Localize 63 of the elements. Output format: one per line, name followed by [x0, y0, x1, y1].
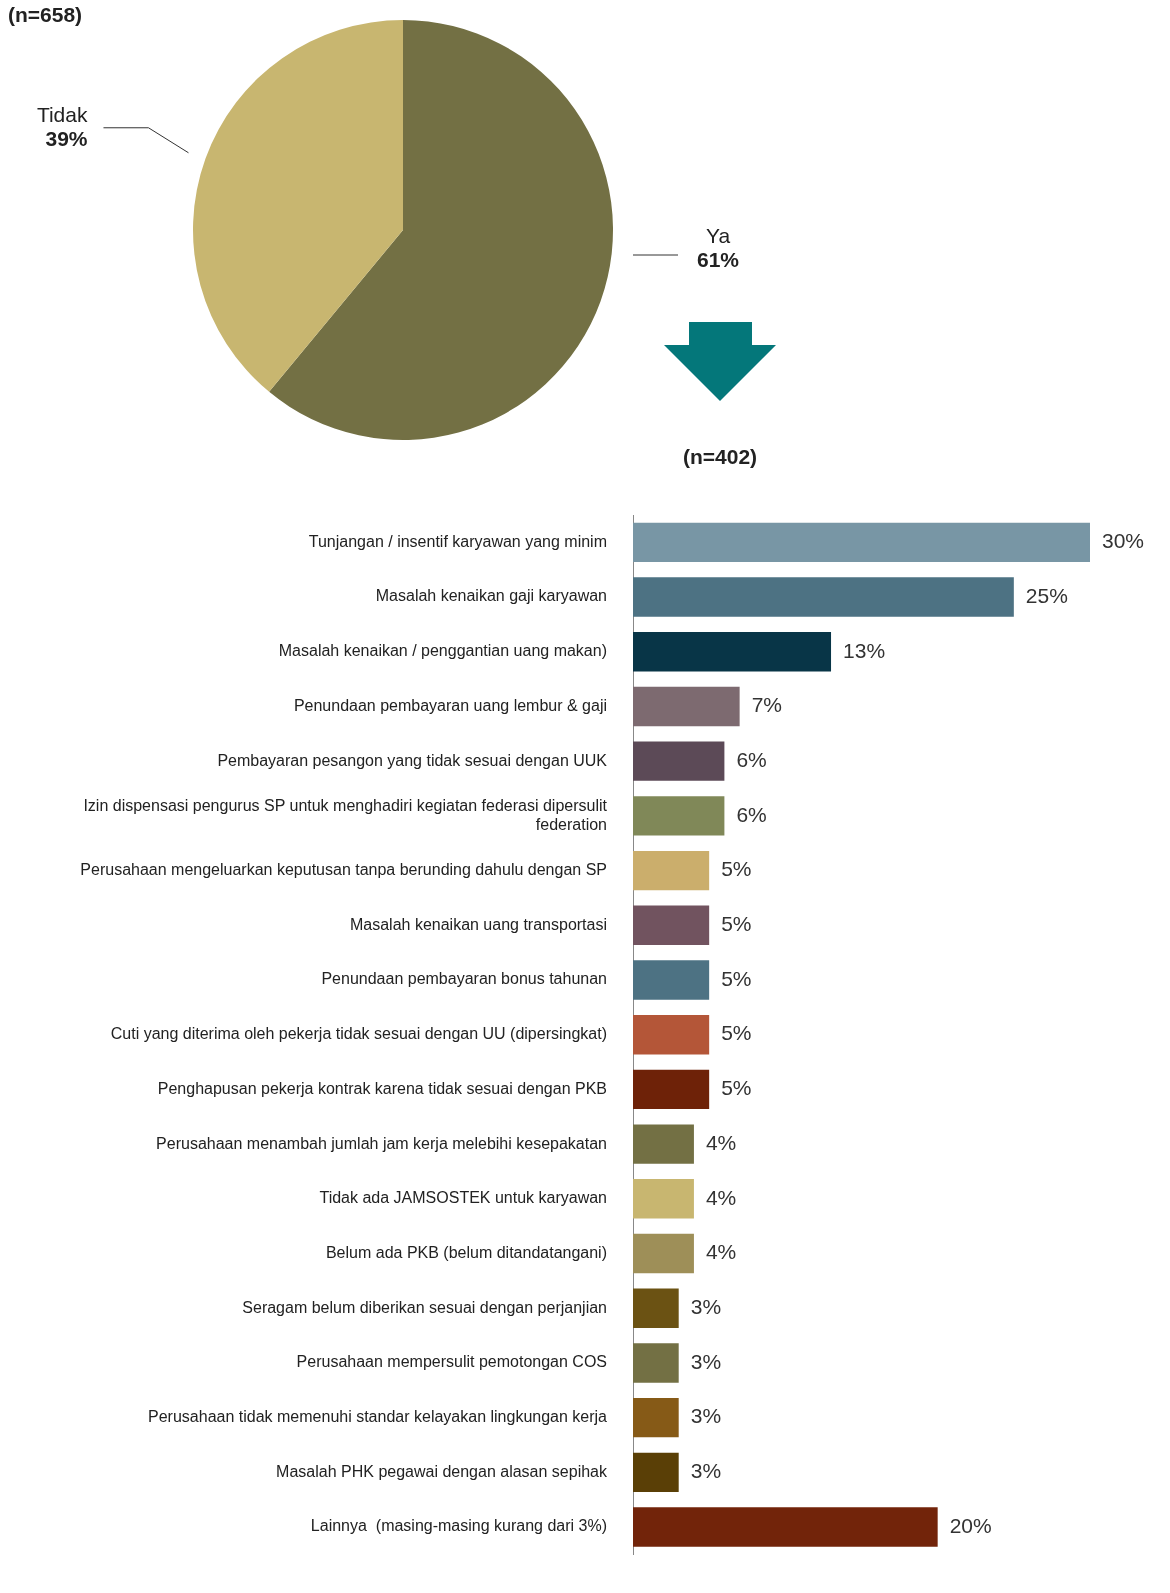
- data-label: 13%: [843, 638, 886, 662]
- bar: [633, 741, 725, 781]
- y-tick-label: Perusahaan mengeluarkan keputusan tanpa berunding dahulu dengan SP: [80, 860, 607, 878]
- slice-label: Ya: [705, 224, 731, 247]
- y-tick-label: Seragam belum diberikan sesuai dengan perjanjian: [242, 1298, 607, 1316]
- bar: [633, 1397, 679, 1438]
- bar: [633, 960, 710, 1000]
- y-tick-label: Masalah kenaikan uang transportasi: [349, 915, 607, 933]
- bar: [633, 905, 710, 945]
- bar: [633, 796, 725, 836]
- bar: [633, 1015, 710, 1055]
- data-label: 4%: [705, 1130, 737, 1154]
- y-tick-label: Pembayaran pesangon yang tidak sesuai dengan UUK: [217, 751, 608, 769]
- data-label: 3%: [690, 1459, 722, 1483]
- data-label: 3%: [690, 1295, 722, 1319]
- bar: [633, 1343, 679, 1383]
- data-label: 20%: [949, 1513, 992, 1537]
- data-label: 4%: [705, 1240, 737, 1264]
- chart-title: (n=402): [682, 445, 758, 469]
- y-tick-label: Masalah kenaikan gaji karyawan: [375, 587, 607, 605]
- y-tick-label: Penundaan pembayaran uang lembur & gaji: [293, 696, 607, 714]
- bar: [633, 1507, 938, 1547]
- data-label: 30%: [1102, 529, 1145, 553]
- y-tick-label: Tunjangan / insentif karyawan yang minim: [308, 532, 607, 550]
- data-label: 25%: [1025, 583, 1068, 607]
- bar: [633, 1288, 679, 1328]
- y-tick-label: Penundaan pembayaran bonus tahunan: [321, 970, 607, 988]
- data-label: 6%: [736, 747, 767, 771]
- data-label: 6%: [736, 802, 767, 826]
- y-tick-label: Masalah kenaikan / penggantian uang makan): [278, 642, 607, 660]
- data-label: 5%: [721, 857, 752, 881]
- bar: [633, 1233, 694, 1274]
- slice-label: Tidak: [36, 102, 88, 126]
- data-label: 3%: [690, 1349, 722, 1373]
- data-label: 61%: [696, 248, 740, 271]
- y-tick-label: Masalah PHK pegawai dengan alasan sepihak: [276, 1462, 608, 1480]
- y-tick-label: Perusahaan mempersulit pemotongan COS: [296, 1353, 607, 1371]
- bar: [633, 632, 832, 672]
- bar: [633, 522, 1090, 563]
- y-tick-label: Cuti yang diterima oleh pekerja tidak sesuai dengan UU (dipersingkat): [110, 1025, 607, 1043]
- y-tick-label: Penghapusan pekerja kontrak karena tidak sesuai dengan PKB: [157, 1079, 607, 1097]
- bar: [633, 577, 1014, 617]
- data-label: 7%: [751, 693, 782, 717]
- bar: [633, 1452, 679, 1493]
- data-label: 3%: [690, 1404, 722, 1428]
- y-tick-label: Lainnya (masing-masing kurang dari 3%): [310, 1517, 607, 1535]
- data-label: 5%: [721, 966, 752, 990]
- y-tick-label: Perusahaan tidak memenuhi standar kelayakan lingkungan kerja: [148, 1408, 608, 1426]
- bar: [633, 1124, 694, 1164]
- data-label: 4%: [705, 1185, 737, 1209]
- y-tick-label: Perusahaan menambah jumlah jam kerja melebihi kesepakatan: [156, 1134, 607, 1152]
- bar: [633, 850, 710, 891]
- data-label: 39%: [45, 126, 88, 150]
- y-tick-label: Tidak ada JAMSOSTEK untuk karyawan: [319, 1189, 607, 1207]
- y-tick-label: Belum ada PKB (belum ditandatangani): [325, 1243, 607, 1261]
- bar: [633, 686, 740, 727]
- data-label: 5%: [721, 912, 752, 936]
- data-label: 5%: [721, 1021, 752, 1045]
- y-tick-label: Izin dispensasi pengurus SP untuk menghadiri kegiatan federasi dipersulit federation: [83, 796, 608, 833]
- data-label: 5%: [721, 1076, 752, 1100]
- bar: [633, 1069, 710, 1110]
- bar: [633, 1179, 694, 1219]
- chart-title: (n=658): [8, 3, 83, 27]
